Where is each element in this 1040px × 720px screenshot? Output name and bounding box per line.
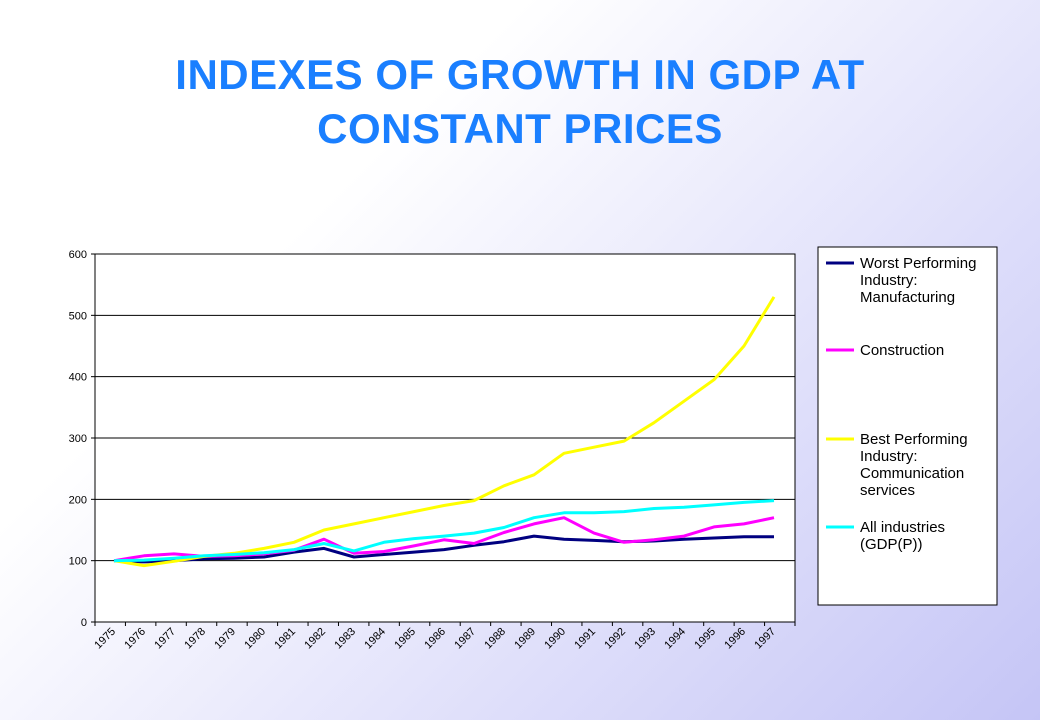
x-tick-label: 1989 [512, 626, 538, 652]
x-tick-label: 1983 [332, 626, 358, 652]
legend-label-2: Construction [860, 342, 944, 359]
x-tick-label: 1978 [182, 626, 208, 652]
x-tick-label: 1987 [452, 626, 478, 652]
x-tick-label: 1980 [242, 626, 268, 652]
legend-label-3: Industry: [860, 448, 918, 465]
series-lines [113, 296, 776, 568]
y-tick-label: 0 [81, 617, 87, 629]
x-tick-label: 1992 [602, 626, 628, 652]
x-tick-label: 1981 [272, 626, 298, 652]
legend-label-3: services [860, 482, 915, 499]
x-tick-label: 1986 [422, 626, 448, 652]
legend-label-3: Communication [860, 465, 964, 482]
x-tick-label: 1977 [152, 626, 178, 652]
x-tick-label: 1975 [92, 626, 118, 652]
y-tick-label: 300 [69, 433, 87, 445]
legend-label-1: Worst Performing [860, 255, 976, 272]
y-tick-label: 600 [69, 249, 87, 261]
legend-label-4: (GDP(P)) [860, 536, 923, 553]
legend-label-1: Manufacturing [860, 289, 955, 306]
x-tick-label: 1991 [572, 626, 598, 652]
legend-label-4: All industries [860, 519, 945, 536]
series-line-4 [113, 499, 775, 563]
y-tick-label: 400 [69, 372, 87, 384]
gridlines [95, 314, 795, 562]
x-tick-label: 1994 [662, 626, 688, 652]
y-tick-label: 100 [69, 556, 87, 568]
x-tick-label: 1976 [122, 626, 148, 652]
x-tick-label: 1995 [692, 626, 718, 652]
x-tick-label: 1993 [632, 626, 658, 652]
x-tick-label: 1990 [542, 626, 568, 652]
slide-title: INDEXES OF GROWTH IN GDP AT CONSTANT PRI… [0, 48, 1040, 156]
y-tick-label: 500 [69, 310, 87, 322]
x-tick-label: 1988 [482, 626, 508, 652]
legend-label-1: Industry: [860, 272, 918, 289]
x-tick-label: 1985 [392, 626, 418, 652]
slide-title-line-2: CONSTANT PRICES [317, 105, 723, 152]
legend-label-3: Best Performing [860, 431, 968, 448]
legend-box [817, 246, 998, 606]
x-tick-label: 1996 [722, 626, 748, 652]
legend: Worst PerformingIndustry:ManufacturingCo… [817, 246, 998, 606]
x-tick-label: 1984 [362, 626, 388, 652]
x-tick-label: 1997 [752, 626, 778, 652]
x-tick-label: 1982 [302, 626, 328, 652]
slide-title-line-1: INDEXES OF GROWTH IN GDP AT [175, 51, 865, 98]
x-tick-label: 1979 [212, 626, 238, 652]
y-tick-label: 200 [69, 494, 87, 506]
series-line-1 [113, 534, 774, 564]
